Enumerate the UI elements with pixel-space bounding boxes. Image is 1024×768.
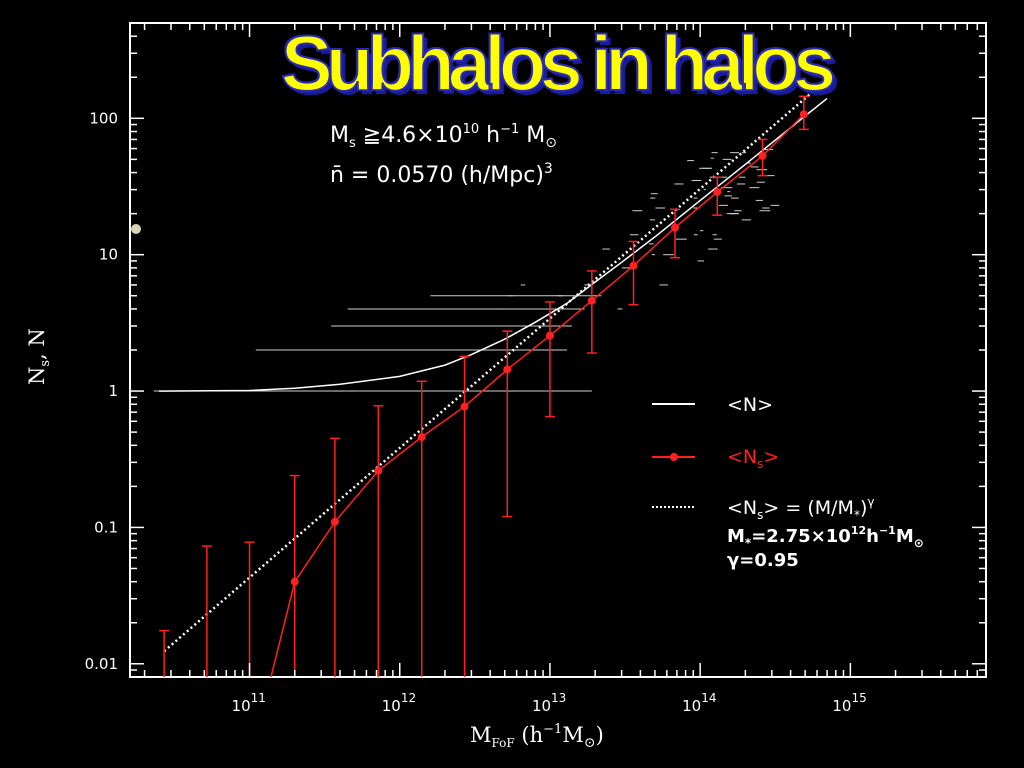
y-axis-label: Ns, N	[25, 328, 53, 385]
ns-point	[587, 296, 596, 305]
legend-gamma-label: γ=0.95	[727, 550, 799, 571]
series-fit-line	[163, 74, 833, 653]
ticks-layer: 1011 1012 1013 1014 1015 0.01 0.1 1 10 100	[85, 22, 987, 715]
legend-n-label: <N>	[727, 394, 773, 416]
series-n-line	[159, 97, 828, 392]
ns-point	[670, 223, 679, 232]
ns-point	[758, 151, 767, 160]
legend-mstar-label: M*=2.75×1012h−1M⊙	[727, 524, 924, 550]
x-tick-label: 1011	[232, 691, 266, 715]
legend-ns-marker	[670, 453, 678, 461]
series-layer	[159, 74, 833, 677]
x-tick-label: 1015	[832, 691, 866, 715]
ms-threshold-annotation: Ms ≧4.6×1010 h−1 M⊙	[330, 122, 557, 151]
x-tick-label: 1014	[682, 691, 716, 715]
ns-point	[417, 433, 426, 442]
legend: <N> <Ns> <Ns> = (M/M*)γ M*=2.75×1012h−1M…	[652, 394, 924, 571]
legend-ns-label: <Ns>	[727, 446, 779, 471]
ns-point	[460, 402, 469, 411]
page-title: Subhalos in halos	[280, 18, 837, 108]
y-tick-label: 100	[89, 109, 118, 127]
legend-fit-label: <Ns> = (M/M*)γ	[727, 495, 874, 522]
density-annotation: n̄ = 0.0570 (h/Mpc)3	[330, 161, 553, 188]
x-axis-label: MFoF (h−1M⊙)	[470, 722, 604, 751]
ns-point	[374, 466, 383, 475]
ns-point	[290, 577, 299, 586]
ns-point	[713, 188, 722, 197]
ns-point	[330, 517, 339, 526]
ns-point	[503, 365, 512, 374]
y-tick-label: 10	[99, 246, 118, 264]
series-ns-line	[270, 113, 805, 677]
left-edge-dot	[131, 224, 141, 234]
ns-point	[629, 261, 638, 270]
y-tick-label: 1	[108, 382, 118, 400]
x-tick-label: 1012	[382, 691, 416, 715]
y-tick-label: 0.01	[85, 655, 118, 673]
x-tick-label: 1013	[532, 691, 566, 715]
ns-point	[545, 331, 554, 340]
ns-point	[799, 110, 808, 119]
y-tick-label: 0.1	[94, 518, 118, 536]
